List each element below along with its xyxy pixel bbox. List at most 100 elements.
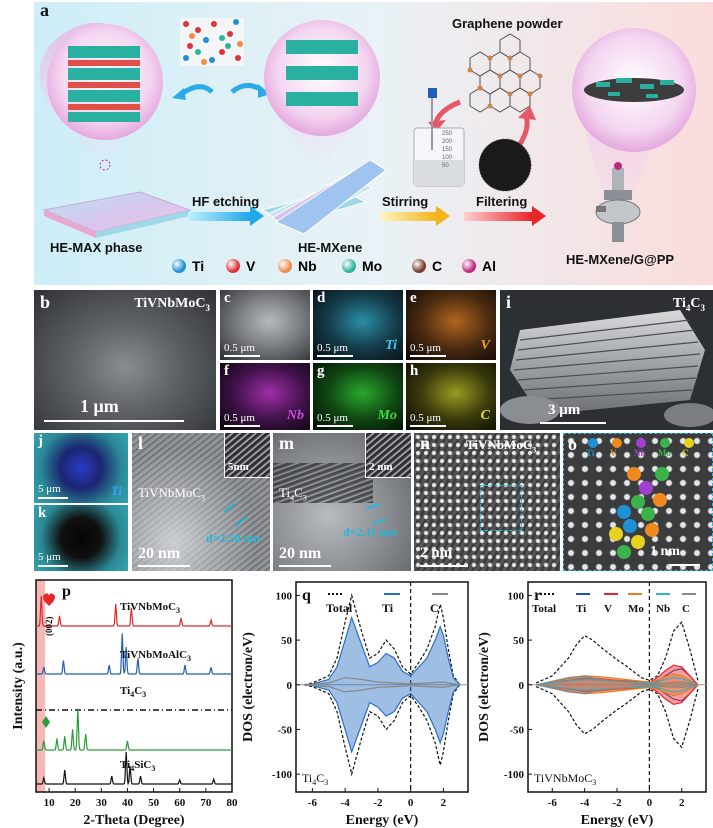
dos-tivnbmoc3-chart: -6 -4 -2 0 2 -100 -50 0 50 100 Energy (eV) DOS (ele…	[477, 581, 707, 828]
atom-marker	[631, 495, 645, 509]
panel-b-formula: TiVNbMoC	[134, 296, 206, 311]
y-axis-label: Intensity (a.u.)	[11, 642, 26, 730]
atom-marker	[641, 507, 655, 521]
series-line	[304, 676, 460, 686]
formula-sub: 3	[324, 778, 328, 787]
atom-ball-icon	[462, 259, 476, 273]
formula-sub: 3	[187, 654, 191, 663]
x-tick-label: 60	[174, 797, 186, 809]
atom-marker	[617, 545, 631, 559]
legend-label: C	[432, 258, 443, 274]
y-tick-label: 100	[276, 590, 293, 602]
atom-legend-label: Mo	[658, 448, 671, 458]
atom-marker	[609, 527, 623, 541]
beaker-ticks: 250 200 150 100 50	[442, 130, 452, 170]
panel-b-title: TiVNbMoC3	[134, 296, 210, 313]
y-tick-label: 50	[513, 635, 525, 647]
formula-sub: 3	[176, 606, 180, 615]
series-line	[536, 684, 699, 693]
series-line	[36, 751, 232, 786]
series-area	[304, 615, 461, 754]
panel-l-formula: TiVNbMoC	[138, 485, 202, 500]
panel-i-letter: i	[506, 292, 512, 312]
panel-m-tem: m 2 nm Ti4C3 d=2.11 nm 20 nm	[273, 433, 411, 571]
atom-ball-icon	[278, 259, 292, 273]
panel-o-letter: o	[568, 434, 577, 454]
formula-part: TiVNbMoC	[534, 771, 592, 785]
panel-a-letter: a	[40, 0, 49, 20]
panel-n-letter: n	[420, 433, 431, 453]
panel-k-scale-bar	[38, 565, 68, 567]
series-line	[304, 593, 461, 686]
y-tick-label: -50	[509, 724, 524, 736]
panel-o-scale-label: 1 nm	[650, 544, 680, 559]
panel-i-t2: C	[690, 296, 701, 311]
panel-b-scale-bar	[44, 420, 184, 422]
panel-b-scale-label: 1 μm	[80, 396, 119, 416]
panel-c-scale-label: 0.5 μm	[224, 342, 255, 354]
plot-frame	[35, 579, 233, 793]
legend-label: Nb	[656, 603, 670, 615]
x-tick-label: 50	[148, 797, 160, 809]
atom-legend-label: V	[610, 448, 617, 458]
filtering-label: Filtering	[476, 194, 528, 209]
panel-e-scale-bar	[410, 355, 446, 357]
panel-f-scale-label: 0.5 μm	[224, 412, 255, 424]
legend-label: V	[246, 258, 256, 274]
panel-i-s2: 3	[700, 302, 706, 313]
series-line	[36, 633, 232, 675]
beaker-tick: 50	[442, 163, 449, 169]
legend-item-v: V	[226, 258, 255, 274]
series-line	[36, 708, 232, 751]
panel-k-sem: k 5 μm	[34, 505, 128, 571]
panel-m-letter: m	[279, 433, 294, 453]
panel-g-scale-label: 0.5 μm	[317, 412, 348, 424]
panel-m-t1: Ti	[279, 485, 291, 500]
panel-h-eds: h 0.5 μm C	[406, 363, 496, 430]
atom-marker	[627, 467, 641, 481]
panel-n-scale-label: 2 nm	[420, 545, 453, 561]
y-tick-label: 0	[519, 680, 525, 692]
atom-dot-icon	[588, 438, 598, 448]
atom-legend-label: C	[682, 448, 689, 458]
composite-label: HE-MXene/G@PP	[566, 252, 675, 267]
y-tick-label: -50	[277, 724, 292, 736]
panel-c-letter: c	[224, 290, 231, 306]
panel-k-scale-label: 5 μm	[38, 551, 61, 563]
panel-l-title: TiVNbMoC3	[138, 485, 205, 503]
panel-m-s2: 3	[302, 493, 307, 503]
atom-ball-icon	[226, 259, 240, 273]
panel-i-s1: 4	[685, 302, 691, 313]
panel-o-atomic: o Ti V Nb Mo C 1 nm	[563, 433, 713, 571]
atom-dot-icon	[636, 438, 646, 448]
panel-l-tem: l 5nm TiVNbMoC3 d=2.50 nm 20 nm	[132, 433, 270, 571]
x-tick-label: 2	[679, 797, 685, 809]
x-tick-label: 70	[200, 797, 212, 809]
formula-part: Ti	[302, 771, 313, 785]
panel-f-scale-bar	[224, 425, 260, 427]
panel-c-sem: c 0.5 μm	[220, 290, 310, 360]
legend-label: C	[682, 603, 690, 615]
plot-frame	[295, 581, 469, 793]
panel-letter: r	[534, 587, 541, 604]
formula-sub: 4	[130, 764, 134, 773]
formula-part: C	[316, 771, 324, 785]
panel-l-d: d=2.50 nm	[206, 531, 261, 545]
series-area	[535, 675, 698, 695]
formula-part: C	[134, 685, 142, 697]
panel-d-letter: d	[317, 290, 326, 306]
series-label: Ti4C3	[120, 685, 146, 699]
panel-n-formula: TiVNbMoC	[466, 437, 533, 452]
legend-item-ti: Ti	[172, 258, 204, 274]
y-tick-label: 0	[287, 680, 293, 692]
panel-l-scale-label: 20 nm	[138, 545, 181, 562]
x-tick-label: -6	[308, 797, 318, 809]
x-axis-label: 2-Theta (Degree)	[83, 813, 185, 828]
panel-letter: q	[302, 587, 311, 604]
legend-label: Nb	[298, 258, 317, 274]
series-label: TiVNbMoC3	[120, 601, 180, 615]
atom-marker	[617, 505, 631, 519]
y-tick-label: 50	[281, 635, 293, 647]
x-axis-label: Energy (eV)	[346, 813, 419, 828]
